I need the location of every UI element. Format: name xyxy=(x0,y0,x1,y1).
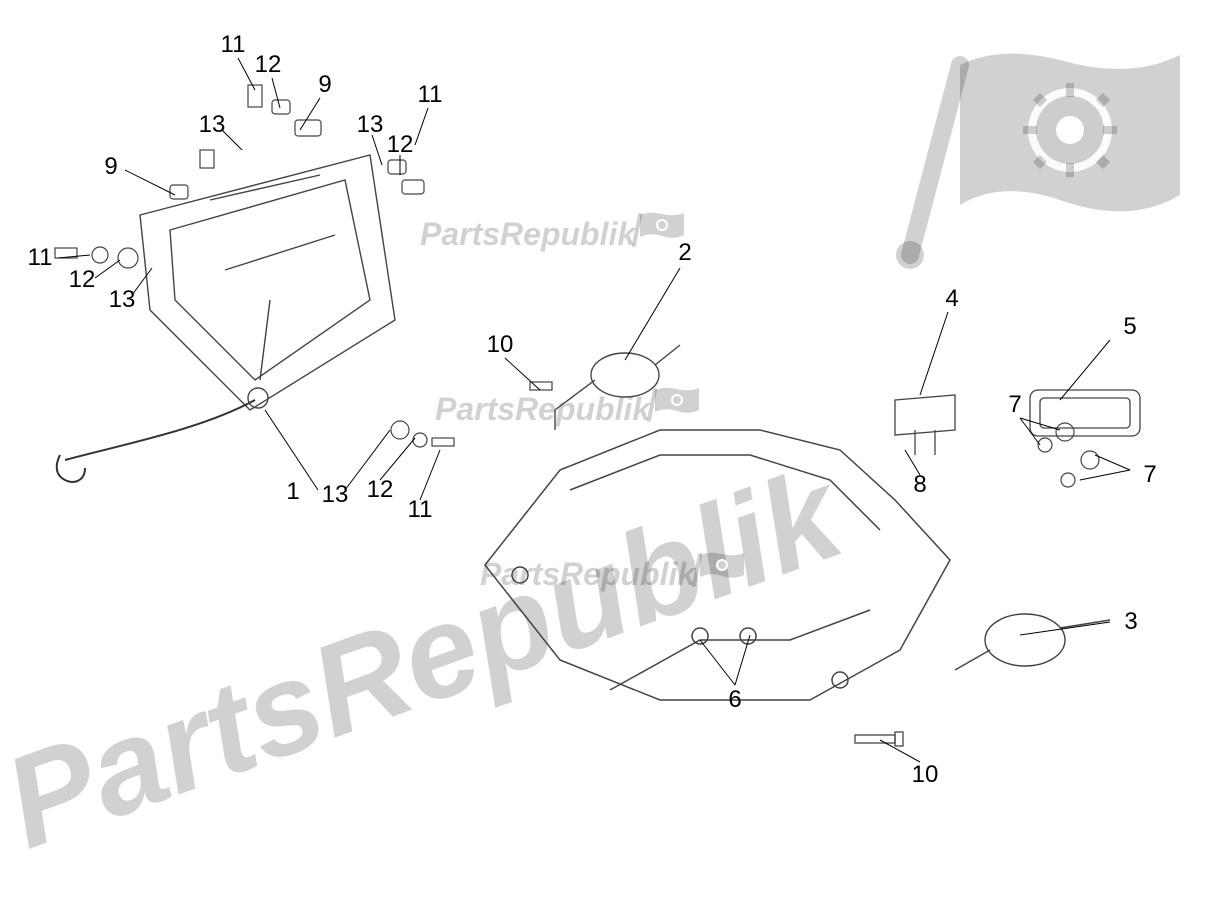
hardware-nuts xyxy=(1038,423,1099,487)
callout-8: 8 xyxy=(913,471,926,499)
callout-10b: 10 xyxy=(912,761,939,789)
parts-diagram: PartsRepublik PartsRepublik xyxy=(0,0,1205,904)
callout-13c: 13 xyxy=(109,286,136,314)
callout-3: 3 xyxy=(1124,608,1137,636)
part-reflector xyxy=(1030,390,1140,436)
callout-13: 13 xyxy=(199,111,226,139)
watermark-small-1: PartsRepublik xyxy=(420,213,684,252)
callout-5: 5 xyxy=(1123,313,1136,341)
callout-12b: 12 xyxy=(387,131,414,159)
callout-1: 1 xyxy=(286,478,299,506)
callout-9: 9 xyxy=(318,71,331,99)
callout-12: 12 xyxy=(255,51,282,79)
svg-text:PartsRepublik: PartsRepublik xyxy=(420,216,637,252)
callout-11d: 11 xyxy=(408,496,433,524)
callout-7: 7 xyxy=(1008,391,1021,419)
callout-11: 11 xyxy=(221,31,246,59)
callout-9b: 9 xyxy=(104,153,117,181)
callout-10: 10 xyxy=(487,331,514,359)
hardware-bolt-10 xyxy=(855,732,903,746)
callout-11c: 11 xyxy=(28,244,53,272)
callout-2: 2 xyxy=(678,239,691,267)
callout-13b: 13 xyxy=(357,111,384,139)
callout-7b: 7 xyxy=(1143,461,1156,489)
part-turn-signal-right xyxy=(955,614,1110,670)
part-bracket-left xyxy=(57,155,395,482)
watermark-small-2: PartsRepublik xyxy=(435,388,699,427)
callout-12c: 12 xyxy=(69,266,96,294)
callout-13d: 13 xyxy=(322,481,349,509)
callout-6: 6 xyxy=(728,686,741,714)
callout-11b: 11 xyxy=(418,81,443,109)
watermark-gear-flag xyxy=(896,54,1180,269)
part-plate-light xyxy=(895,395,955,455)
callout-12d: 12 xyxy=(367,476,394,504)
callout-4: 4 xyxy=(945,285,958,313)
